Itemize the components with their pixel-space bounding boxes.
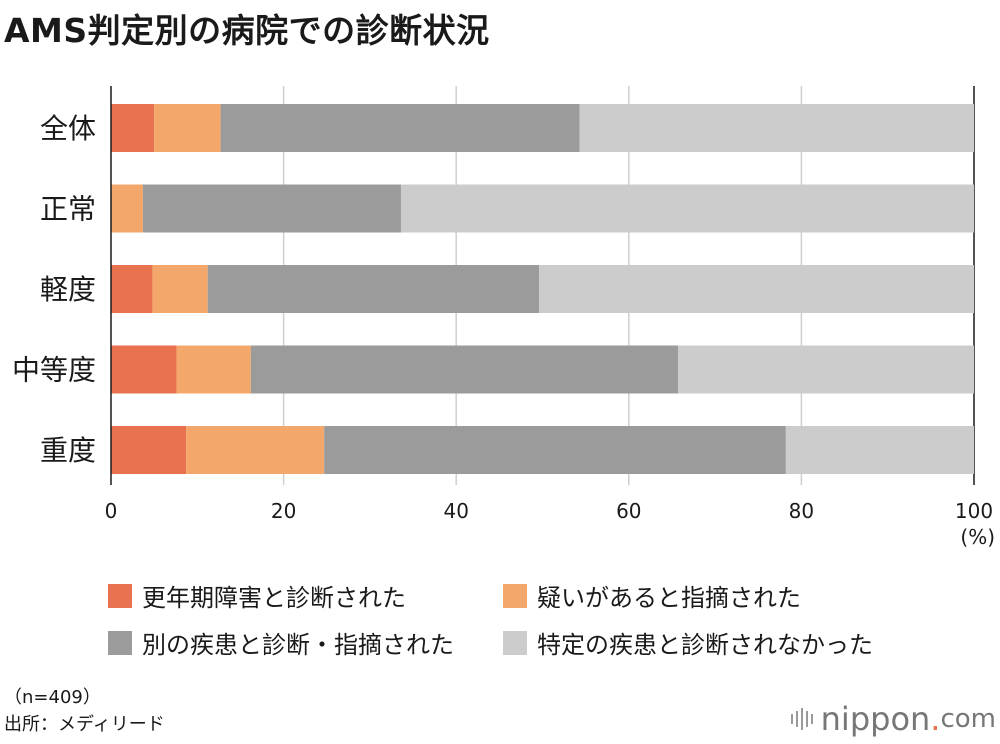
bar-segment-2: [152, 265, 208, 313]
bar-segment-1: [111, 426, 187, 474]
legend-item: 特定の疾患と診断されなかった: [503, 625, 983, 660]
bar-segment-3: [220, 104, 580, 152]
x-tick-labels: 0 20 40 60 80 100: [105, 499, 993, 523]
x-axis-unit: (%): [960, 525, 995, 549]
x-tick-label: 80: [789, 499, 814, 523]
logo-name: nippon: [820, 700, 931, 738]
logo-domain: com: [940, 704, 996, 734]
category-label: 全体: [40, 112, 96, 145]
legend: 更年期障害と診断された 疑いがあると指摘された 別の疾患と診断・指摘された 特定…: [108, 578, 998, 660]
sample-size-note: （n=409）: [4, 687, 101, 708]
x-tick-label: 100: [955, 499, 993, 523]
nippon-com-logo[interactable]: nippon. com: [790, 700, 996, 738]
bar-segment-2: [186, 426, 325, 474]
x-tick-label: 40: [443, 499, 468, 523]
legend-swatch-suspected: [503, 583, 527, 608]
bar-segment-4: [400, 184, 974, 233]
logo-dot: .: [930, 700, 941, 738]
legend-swatch-diagnosed: [108, 583, 132, 608]
x-tick-label: 0: [105, 499, 118, 523]
bar-segment-1: [111, 265, 153, 313]
bar-segment-2: [176, 345, 251, 394]
bar-segment-2: [154, 104, 221, 152]
source-note: 出所：メディリード: [4, 714, 165, 735]
category-label: 中等度: [12, 354, 96, 387]
legend-label: 特定の疾患と診断されなかった: [537, 631, 873, 659]
x-tick-label: 60: [616, 499, 641, 523]
legend-label: 別の疾患と診断・指摘された: [142, 631, 454, 659]
legend-label: 疑いがあると指摘された: [537, 584, 801, 612]
bar-segment-4: [539, 265, 974, 313]
category-label: 重度: [40, 434, 96, 467]
bar-segment-3: [142, 184, 401, 233]
logo-bars-icon: [790, 708, 813, 730]
chart-title: AMS判定別の病院での診断状況: [4, 11, 490, 50]
bar-segment-4: [579, 104, 974, 152]
legend-swatch-other-disease: [108, 630, 132, 655]
legend-swatch-no-diagnosis: [503, 630, 527, 655]
legend-item: 疑いがあると指摘された: [503, 578, 983, 613]
bar-segment-4: [785, 426, 974, 474]
category-label: 軽度: [40, 273, 96, 306]
x-tick-label: 20: [271, 499, 296, 523]
bar-segment-3: [207, 265, 540, 313]
legend-item: 更年期障害と診断された: [108, 578, 503, 613]
bars: [111, 104, 974, 474]
bar-segment-3: [324, 426, 786, 474]
legend-label: 更年期障害と診断された: [142, 584, 406, 612]
bar-segment-4: [677, 345, 974, 394]
category-label: 正常: [40, 193, 96, 226]
bar-segment-2: [111, 184, 143, 233]
bar-segment-1: [111, 345, 177, 394]
bar-segment-3: [250, 345, 678, 394]
legend-item: 別の疾患と診断・指摘された: [108, 625, 503, 660]
bar-segment-1: [111, 104, 155, 152]
